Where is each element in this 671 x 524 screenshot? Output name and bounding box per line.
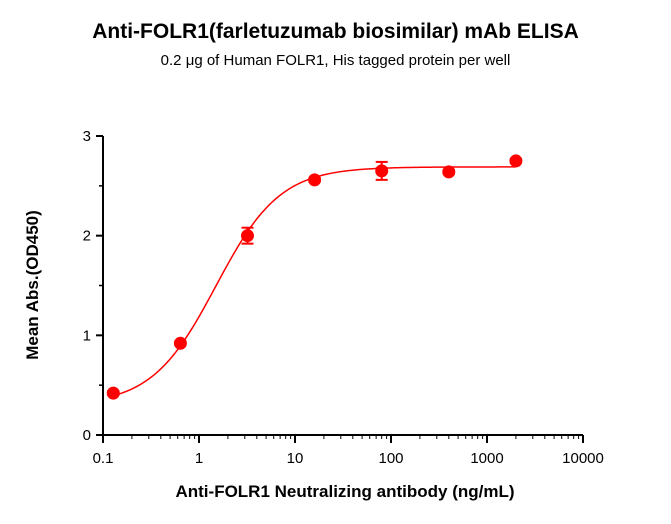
data-points-layer (106, 154, 523, 400)
y-tick-label: 0 (83, 427, 91, 444)
data-point (106, 386, 120, 400)
data-point (240, 229, 254, 243)
x-tick-label: 1000 (470, 450, 503, 467)
y-tick-label: 1 (83, 327, 91, 344)
data-point (375, 164, 389, 178)
data-point (173, 336, 187, 350)
fit-curve (113, 166, 516, 397)
x-tick-label: 10000 (562, 450, 604, 467)
data-point (509, 154, 523, 168)
y-tick-label: 2 (83, 228, 91, 245)
x-tick-label: 1 (195, 450, 203, 467)
x-axis-label: Anti-FOLR1 Neutralizing antibody (ng/mL) (175, 482, 514, 501)
data-point (442, 165, 456, 179)
data-point (308, 173, 322, 187)
y-axis-label: Mean Abs.(OD450) (23, 210, 42, 360)
x-tick-label: 0.1 (93, 450, 114, 467)
fit-curve-layer (113, 166, 516, 397)
chart-title: Anti-FOLR1(farletuzumab biosimilar) mAb … (92, 20, 579, 43)
x-tick-label: 10 (287, 450, 304, 467)
y-tick-label: 3 (83, 128, 91, 145)
x-tick-label: 100 (378, 450, 403, 467)
chart-subtitle: 0.2 μg of Human FOLR1, His tagged protei… (160, 52, 511, 69)
axes: 0 1 2 3 0.1 1 10 100 1000 10000 (83, 128, 604, 467)
